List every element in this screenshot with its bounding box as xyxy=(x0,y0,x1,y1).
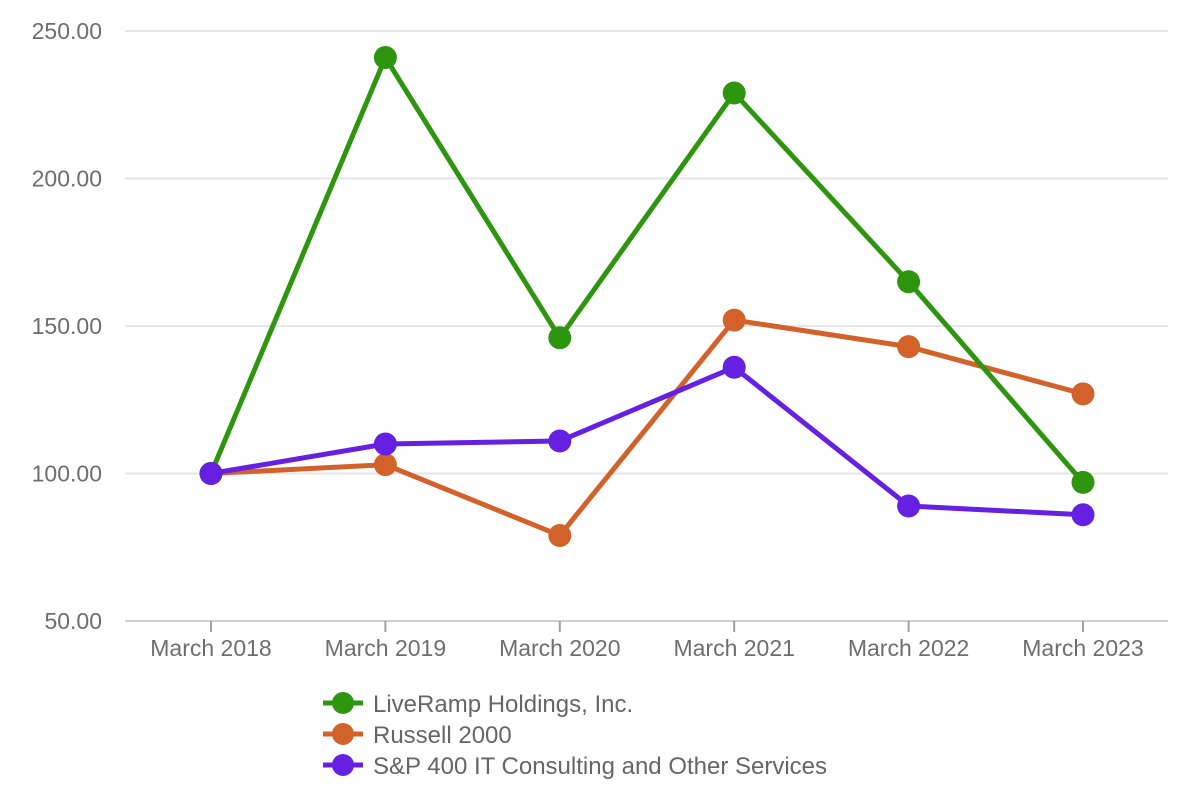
data-point-s-p-400-it-consulting-and-other-services xyxy=(548,429,572,453)
legend-item-liveramp-holdings-inc: LiveRamp Holdings, Inc. xyxy=(323,691,633,718)
series-line-liveramp-holdings-inc xyxy=(208,55,1085,484)
data-point-russell-2000 xyxy=(373,453,397,477)
legend-label: Russell 2000 xyxy=(373,722,512,749)
data-point-s-p-400-it-consulting-and-other-services xyxy=(373,432,397,456)
y-axis-label: 250.00 xyxy=(32,18,102,44)
data-point-liveramp-holdings-inc xyxy=(373,46,397,70)
data-point-liveramp-holdings-inc xyxy=(897,270,921,294)
x-axis-label: March 2019 xyxy=(325,635,446,661)
data-point-s-p-400-it-consulting-and-other-services xyxy=(1071,503,1095,527)
data-point-russell-2000 xyxy=(897,335,921,359)
y-axis-label: 150.00 xyxy=(32,313,102,339)
x-axis-label: March 2021 xyxy=(673,635,794,661)
data-point-russell-2000 xyxy=(722,308,746,332)
data-point-russell-2000 xyxy=(548,523,572,547)
series-line-s-p-400-it-consulting-and-other-services xyxy=(210,364,1084,518)
y-axis-label: 200.00 xyxy=(32,166,102,192)
legend-dot-swatch xyxy=(332,723,354,745)
data-point-russell-2000 xyxy=(1071,382,1095,406)
series-line-russell-2000 xyxy=(210,317,1084,538)
legend-label: LiveRamp Holdings, Inc. xyxy=(373,691,633,718)
legend-item-s-p-400-it-consulting-and-other-services: S&P 400 IT Consulting and Other Services xyxy=(323,753,827,780)
data-point-s-p-400-it-consulting-and-other-services xyxy=(897,494,921,518)
x-axis-label: March 2020 xyxy=(499,635,620,661)
y-axis-label: 100.00 xyxy=(32,461,102,487)
data-point-liveramp-holdings-inc xyxy=(1071,470,1095,494)
x-axis-label: March 2023 xyxy=(1022,635,1143,661)
data-point-liveramp-holdings-inc xyxy=(548,326,572,350)
legend-dot-swatch xyxy=(332,754,354,776)
x-axis-label: March 2022 xyxy=(848,635,969,661)
legend-label: S&P 400 IT Consulting and Other Services xyxy=(373,753,827,780)
x-axis-label: March 2018 xyxy=(150,635,271,661)
legend-item-russell-2000: Russell 2000 xyxy=(323,722,512,749)
legend-dot-swatch xyxy=(332,692,354,714)
y-axis-label: 50.00 xyxy=(44,608,102,634)
data-point-s-p-400-it-consulting-and-other-services xyxy=(199,462,223,485)
data-point-s-p-400-it-consulting-and-other-services xyxy=(722,355,746,379)
data-point-liveramp-holdings-inc xyxy=(722,81,746,105)
